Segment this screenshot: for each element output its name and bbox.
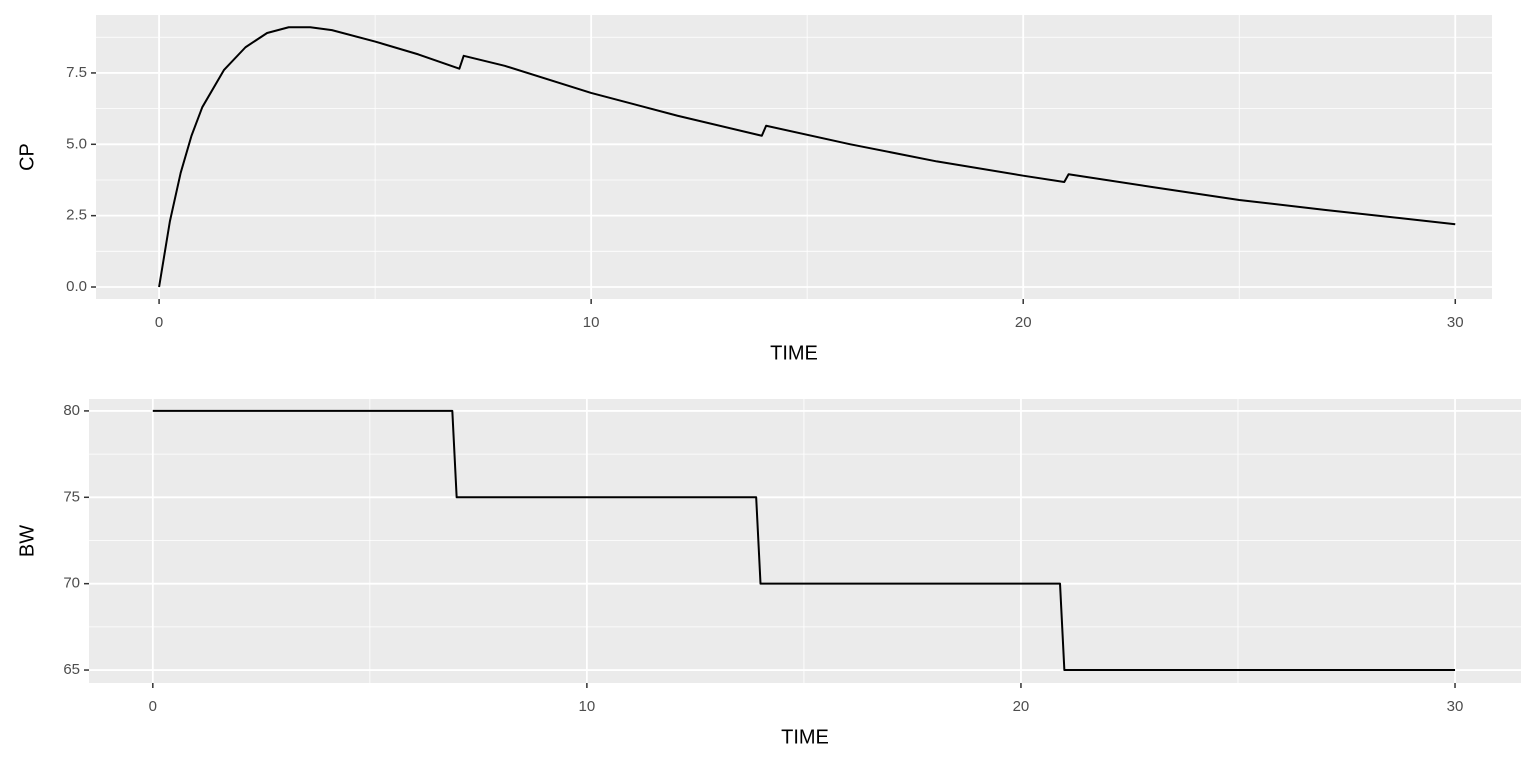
x-tick-label: 30 [1447,698,1464,715]
y-tick-label: 7.5 [66,64,87,81]
y-tick-label: 70 [63,575,80,592]
x-tick-label: 10 [583,314,600,331]
x-tick-label: 0 [149,698,157,715]
data-line [152,409,1456,672]
y-tick-label: 5.0 [66,135,87,152]
panel-background [96,15,1492,299]
x-tick-label: 20 [1013,698,1030,715]
y-tick-label: 2.5 [66,207,87,224]
x-tick-label: 30 [1447,314,1464,331]
x-axis-title: TIME [770,342,818,364]
y-tick-label: 0.0 [66,278,87,295]
x-tick-label: 20 [1015,314,1032,331]
y-tick-label: 80 [63,402,80,419]
y-axis-title: BW [16,525,38,557]
x-axis-title: TIME [781,726,829,748]
x-tick-label: 0 [155,314,163,331]
panel-background [89,399,1521,683]
y-axis-title: CP [16,143,38,171]
y-tick-label: 75 [63,488,80,505]
y-tick-label: 65 [63,661,80,678]
data-line [158,26,1456,288]
x-tick-label: 10 [579,698,596,715]
